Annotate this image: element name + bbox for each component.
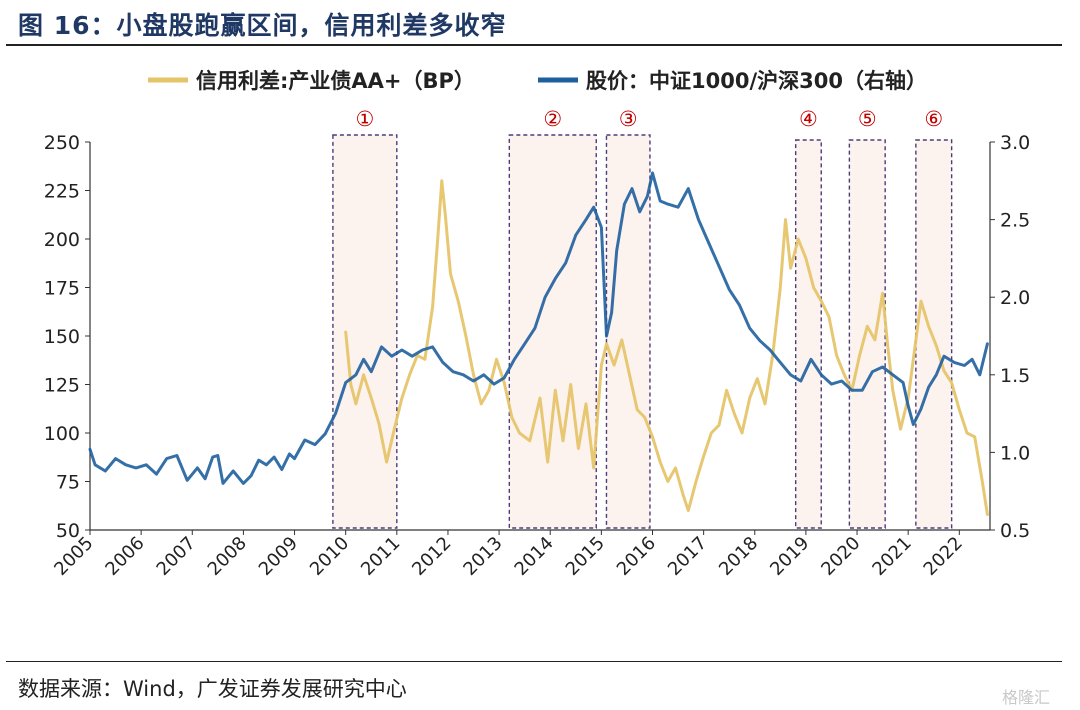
left-tick-label: 50 bbox=[56, 520, 80, 542]
x-tick-label: 2022 bbox=[920, 533, 967, 580]
legend-label-1: 信用利差:产业债AA+（BP） bbox=[196, 69, 475, 93]
right-tick-label: 0.5 bbox=[1000, 520, 1030, 542]
x-tick-label: 2016 bbox=[613, 533, 660, 580]
highlight-label-1: ① bbox=[355, 107, 374, 131]
right-tick-label: 2.5 bbox=[1000, 210, 1030, 232]
left-tick-label: 75 bbox=[56, 472, 80, 494]
right-tick-label: 3.0 bbox=[1000, 132, 1030, 154]
left-tick-label: 225 bbox=[44, 181, 80, 203]
series-line-2 bbox=[88, 171, 989, 485]
right-tick-label: 1.5 bbox=[1000, 365, 1030, 387]
highlight-bands: ① ② ③ ④ ⑤ ⑥ bbox=[332, 107, 953, 529]
legend-label-2: 股价：中证1000/沪深300（右轴） bbox=[586, 69, 927, 93]
highlight-band-1 bbox=[332, 134, 398, 529]
highlight-band-2 bbox=[508, 134, 597, 529]
watermark: 格隆汇 bbox=[1002, 688, 1051, 707]
left-tick-label: 150 bbox=[44, 326, 80, 348]
x-tick-label: 2015 bbox=[562, 533, 609, 580]
right-tick-label: 1.0 bbox=[1000, 442, 1030, 464]
figure-title: 图 16：小盘股跑赢区间，信用利差多收窄 bbox=[18, 11, 507, 40]
highlight-label-2: ② bbox=[543, 107, 562, 131]
right-tick-label: 2.0 bbox=[1000, 287, 1030, 309]
highlight-label-3: ③ bbox=[619, 107, 638, 131]
left-tick-label: 175 bbox=[44, 278, 80, 300]
series-line-1 bbox=[344, 179, 989, 516]
legend: 信用利差:产业债AA+（BP） 股价：中证1000/沪深300（右轴） bbox=[148, 69, 927, 93]
series-lines bbox=[88, 171, 989, 516]
highlight-band-5 bbox=[848, 139, 886, 529]
legend-item-2: 股价：中证1000/沪深300（右轴） bbox=[538, 69, 927, 93]
x-tick-label: 2006 bbox=[101, 533, 148, 580]
top-rule bbox=[6, 44, 1062, 46]
left-tick-label: 100 bbox=[44, 423, 80, 445]
x-tick-label: 2009 bbox=[255, 533, 302, 580]
bottom-rule bbox=[6, 661, 1062, 662]
x-tick-label: 2007 bbox=[153, 533, 200, 580]
highlight-band-6 bbox=[915, 139, 953, 529]
chart-svg: 信用利差:产业债AA+（BP） 股价：中证1000/沪深300（右轴） ① ② ③ ④ ⑤… bbox=[44, 69, 1030, 580]
x-tick-label: 2019 bbox=[766, 533, 813, 580]
source-note: 数据来源：Wind，广发证券发展研究中心 bbox=[18, 677, 407, 701]
x-tick-label: 2012 bbox=[408, 533, 455, 580]
x-tick-label: 2013 bbox=[459, 533, 506, 580]
x-tick-label: 2011 bbox=[357, 533, 404, 580]
x-tick-label: 2008 bbox=[204, 533, 251, 580]
highlight-label-5: ⑤ bbox=[858, 107, 877, 131]
left-tick-label: 200 bbox=[44, 229, 80, 251]
x-tick-label: 2018 bbox=[715, 533, 762, 580]
highlight-band-3 bbox=[605, 134, 651, 529]
left-tick-label: 250 bbox=[44, 132, 80, 154]
legend-item-1: 信用利差:产业债AA+（BP） bbox=[148, 69, 475, 93]
x-tick-label: 2010 bbox=[306, 533, 353, 580]
x-tick-label: 2014 bbox=[511, 533, 558, 580]
highlight-label-4: ④ bbox=[799, 107, 818, 131]
highlight-label-6: ⑥ bbox=[924, 107, 943, 131]
left-tick-label: 125 bbox=[44, 375, 80, 397]
x-tick-label: 2021 bbox=[868, 533, 915, 580]
x-tick-label: 2020 bbox=[817, 533, 864, 580]
x-tick-label: 2017 bbox=[664, 533, 711, 580]
highlight-band-4 bbox=[794, 139, 822, 529]
